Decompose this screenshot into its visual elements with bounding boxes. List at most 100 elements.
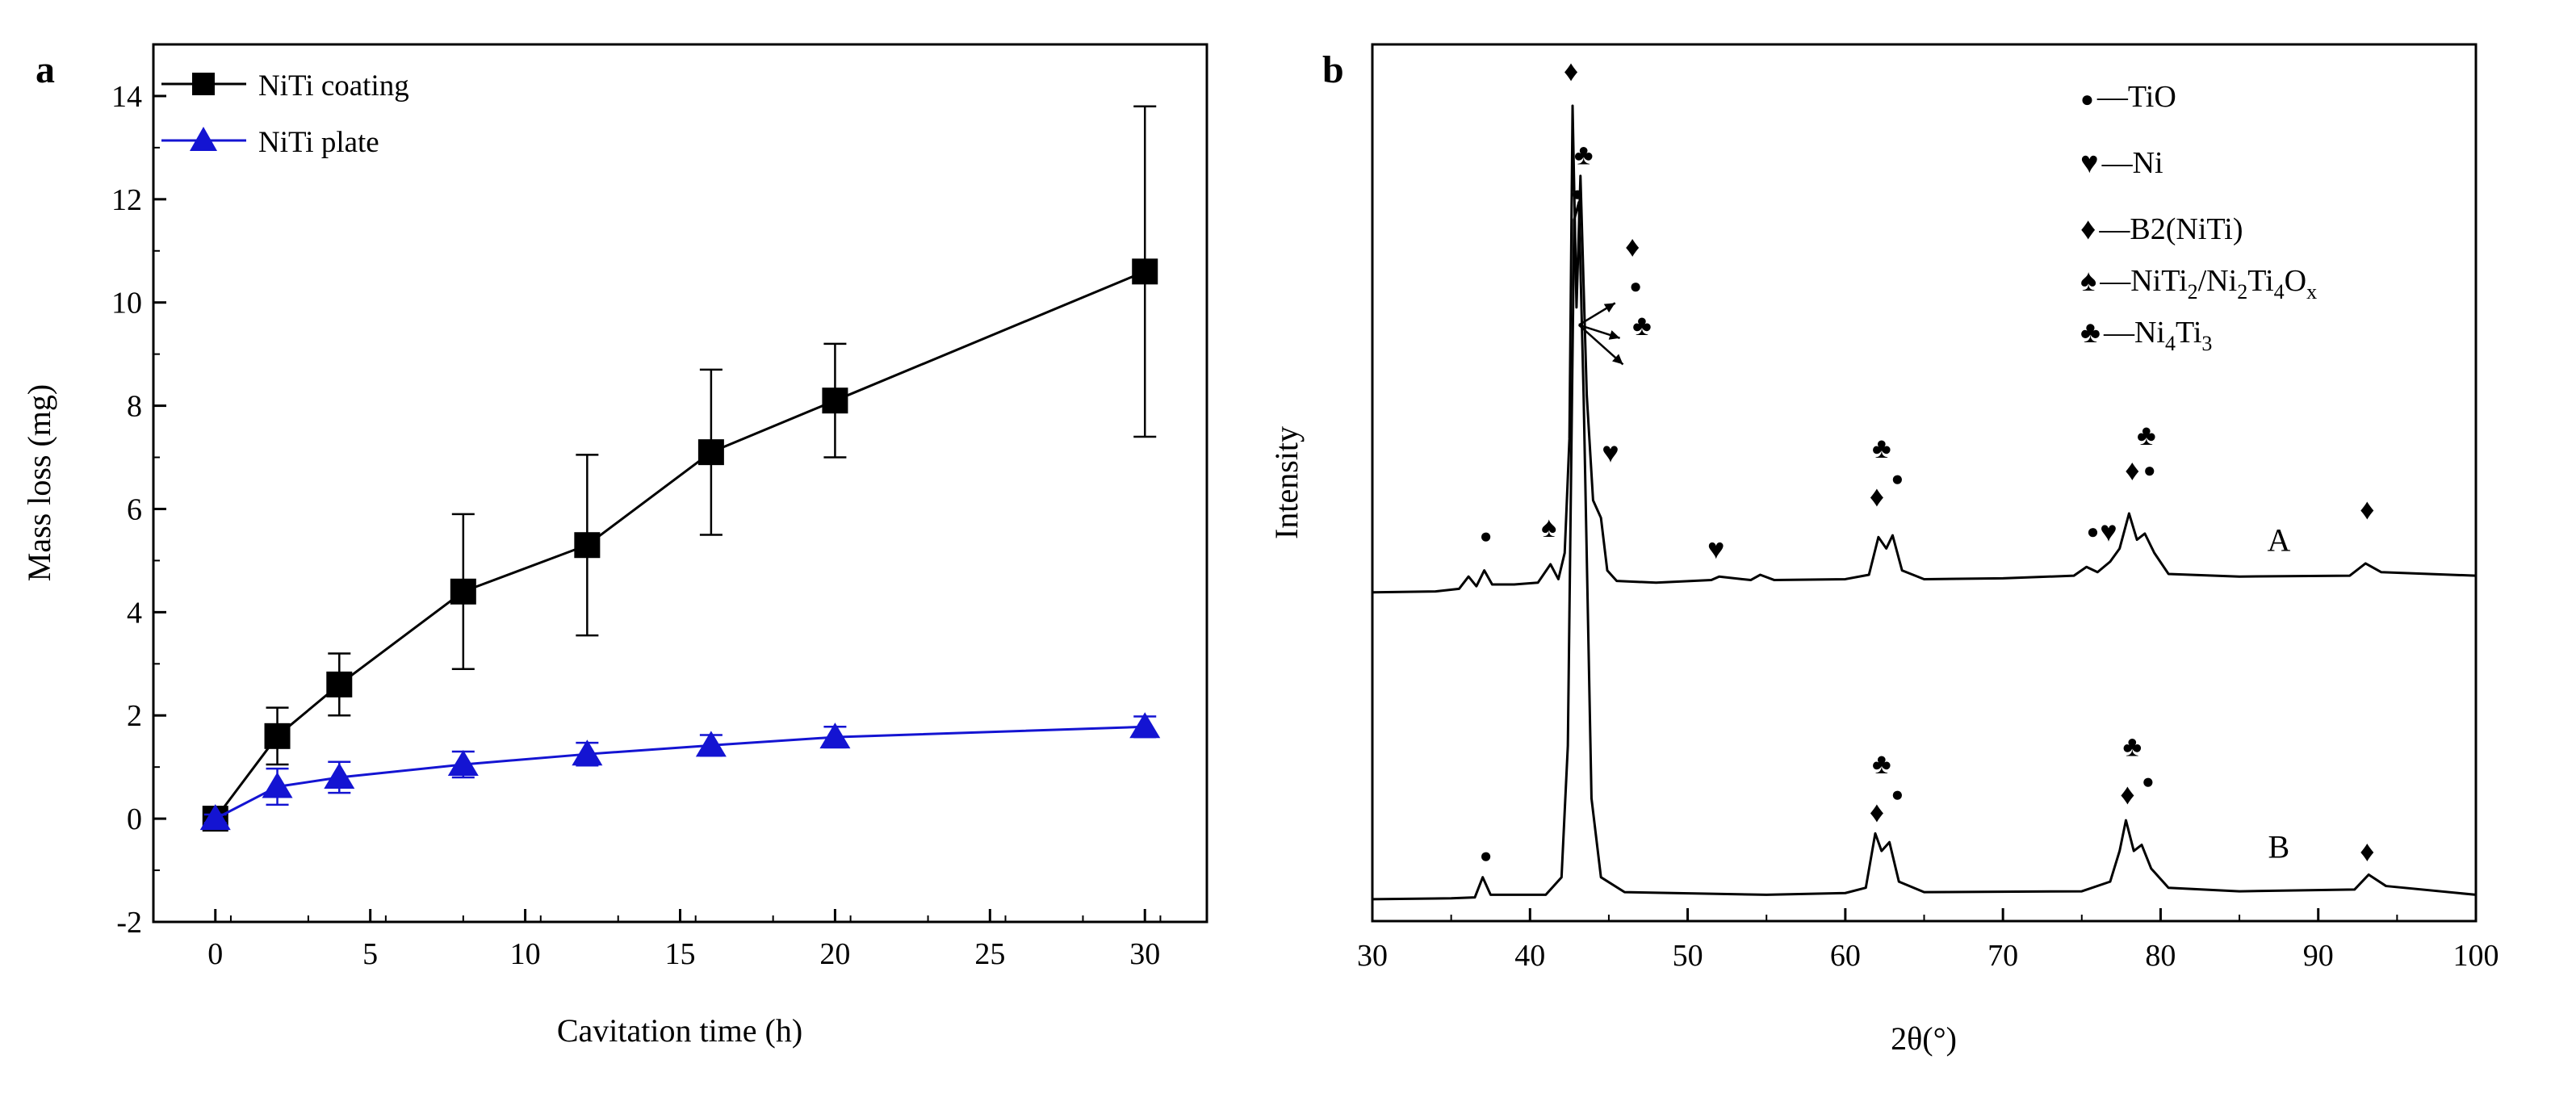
peak-marker-b2: ♦ [2125,454,2139,486]
data-point-square [450,578,476,605]
series-line-coating [214,270,1146,820]
peak-marker-tio: ● [1571,182,1584,206]
y-tick-label: 4 [127,596,142,630]
legend-ni: ♥ —Ni [2080,146,2163,180]
panel-b-ticks: 30 40 50 60 70 80 90 100 [1357,908,2499,973]
peak-marker-ni: ♥ [1602,437,1619,469]
panel-a-series [199,105,1161,832]
peak-marker-tio: ● [1480,524,1493,547]
x-tick-label: 90 [2303,939,2334,973]
data-point-square [822,387,848,414]
legend-tio-symbol: ● [2080,87,2094,112]
peak-marker-ni: ♥ [1707,533,1724,565]
peak-arrow-head [1608,330,1620,340]
legend-marker-triangle [190,127,217,151]
peak-marker-tio: ● [2087,520,2100,543]
legend-label-plate: NiTi plate [258,126,379,159]
peak-marker-b2: ♦ [2360,493,2374,526]
x-tick-label: 30 [1357,939,1388,973]
y-tick-label: 14 [111,80,142,114]
y-tick-label: 6 [127,492,142,526]
curve-label-B: B [2268,829,2290,865]
peak-marker-ni4ti3: ♣ [2122,730,2142,762]
panel-a-x-axis-label: Cavitation time (h) [557,1012,802,1049]
peak-marker-ni4ti3: ♣ [2137,419,2156,451]
peak-marker-ni4ti3: ♣ [1872,432,1891,464]
peak-marker-ni4ti3: ♣ [1574,138,1594,170]
xrd-pattern-B [1372,200,2477,901]
data-point-square [1132,258,1158,285]
legend-ni-symbol: ♥ [2080,146,2099,180]
peak-arrow-head [1612,354,1623,365]
panel-a-ticks: 0 5 10 15 20 25 30 -2 0 2 4 6 8 10 12 14 [111,44,1162,971]
data-point-triangle [1129,712,1161,739]
y-tick-label: 0 [127,802,142,836]
x-tick-label: 100 [2453,939,2499,973]
x-tick-label: 25 [974,937,1005,971]
peak-marker-b2: ♦ [1870,796,1884,828]
panel-a: a 0 5 10 15 20 25 30 -2 0 2 4 6 8 10 12 14 NiTi coating… [21,43,1208,1049]
panel-b-peak-annotations: ♦♣●♦●♣♥● ♠♥♣●♦● ♥♣●♦♦●♣●♦♣●♦♦AB [1480,55,2375,868]
data-point-triangle [695,731,727,757]
panel-b-legend: ● —TiO ♥ —Ni ♦ —B2(NiTi) ♠ —NiTi2/Ni2Ti4Ox ♣… [2080,80,2317,355]
peak-marker-tio: ● [1891,467,1904,491]
x-tick-label: 60 [1830,939,1861,973]
legend-ni4ti3: ♣ —Ni4Ti3 [2080,316,2212,355]
panel-b-y-axis-label: Intensity [1268,426,1305,539]
x-tick-label: 5 [362,937,378,971]
legend-tio-text: —TiO [2096,80,2176,114]
panel-a-plot-frame [152,43,1208,924]
panel-a-label: a [36,48,55,91]
series-line-plate [215,725,1146,820]
panel-b-plot-frame [1371,43,2478,923]
legend-label-coating: NiTi coating [258,69,409,103]
peak-marker-niti2: ♠ [1541,511,1556,543]
x-tick-label: 50 [1673,939,1703,973]
y-tick-label: 10 [111,287,142,320]
panel-b-x-axis-label: 2θ(°) [1891,1020,1957,1057]
x-tick-label: 30 [1129,937,1160,971]
xrd-pattern-A [1372,104,2477,594]
y-tick-label: -2 [116,906,142,940]
panel-b-series [1372,104,2477,901]
x-tick-label: 20 [819,937,850,971]
peak-marker-b2: ♦ [1870,480,1884,513]
legend-b2-symbol: ♦ [2080,212,2096,246]
legend-tio: ● —TiO [2080,80,2176,114]
legend-b2-text: —B2(NiTi) [2098,212,2243,246]
y-tick-label: 8 [127,390,142,424]
data-point-triangle [447,749,479,776]
data-point-triangle [572,739,603,766]
peak-marker-tio: ● [2142,769,2155,793]
peak-arrow-head [1603,303,1615,313]
x-tick-label: 0 [207,937,223,971]
data-point-triangle [262,772,293,798]
legend-niti2-symbol: ♠ [2080,264,2096,298]
x-tick-label: 15 [665,937,696,971]
panel-a-legend[interactable]: NiTi coating NiTi plate [161,69,409,159]
data-point-square [574,532,601,559]
panel-b-label: b [1322,48,1344,91]
x-tick-label: 10 [510,937,541,971]
peak-marker-ni4ti3: ♣ [1872,748,1891,780]
peak-marker-tio: ● [1480,844,1493,868]
y-tick-label: 12 [111,183,142,217]
data-point-triangle [324,762,355,789]
peak-marker-ni: ♥ [2100,515,2117,547]
data-point-square [697,439,724,466]
peak-marker-tio: ● [2143,459,2156,482]
data-point-triangle [819,723,851,749]
data-point-square [264,723,291,749]
panel-a-y-axis-label: Mass loss (mg) [21,384,57,581]
legend-marker-square [192,73,215,95]
peak-marker-tio: ● [1629,274,1642,298]
peak-marker-ni4ti3: ♣ [1632,309,1652,341]
data-point-triangle [199,804,231,831]
peak-marker-tio: ● [1891,783,1904,806]
peak-marker-b2: ♦ [1564,55,1578,87]
legend-ni4ti3-symbol: ♣ [2080,316,2101,350]
peak-marker-b2: ♦ [2120,778,2134,811]
legend-niti2-text: —NiTi [2099,264,2187,298]
x-tick-label: 80 [2145,939,2176,973]
